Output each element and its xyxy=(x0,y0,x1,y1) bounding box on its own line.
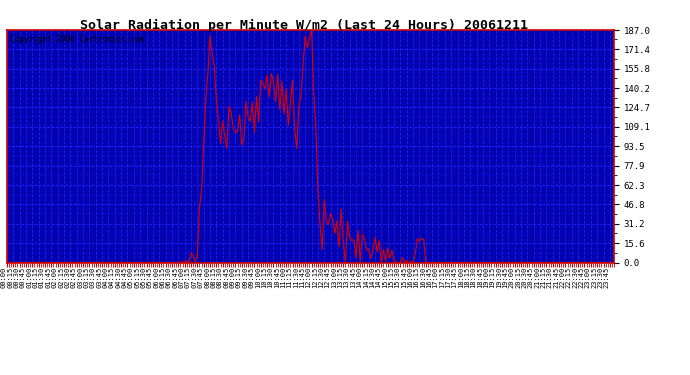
Text: 06:15: 06:15 xyxy=(159,266,166,288)
Text: 03:30: 03:30 xyxy=(90,266,96,288)
Text: 06:45: 06:45 xyxy=(172,266,178,288)
Text: 20:30: 20:30 xyxy=(522,266,527,288)
Text: 16:30: 16:30 xyxy=(420,266,426,288)
Text: 02:45: 02:45 xyxy=(70,266,77,288)
Text: 10:45: 10:45 xyxy=(274,266,280,288)
Text: 20:00: 20:00 xyxy=(509,266,515,288)
Text: 20:15: 20:15 xyxy=(515,266,521,288)
Text: 07:15: 07:15 xyxy=(185,266,191,288)
Text: 16:15: 16:15 xyxy=(413,266,420,288)
Text: 15:15: 15:15 xyxy=(388,266,394,288)
Text: 23:45: 23:45 xyxy=(604,266,610,288)
Text: 15:00: 15:00 xyxy=(382,266,388,288)
Text: 06:00: 06:00 xyxy=(153,266,159,288)
Text: 14:15: 14:15 xyxy=(363,266,368,288)
Text: 00:15: 00:15 xyxy=(8,266,13,288)
Text: 00:45: 00:45 xyxy=(20,266,26,288)
Text: 17:15: 17:15 xyxy=(439,266,445,288)
Text: 18:15: 18:15 xyxy=(464,266,470,288)
Text: 23:00: 23:00 xyxy=(585,266,591,288)
Text: 17:00: 17:00 xyxy=(433,266,439,288)
Text: 01:00: 01:00 xyxy=(26,266,32,288)
Text: 17:45: 17:45 xyxy=(451,266,457,288)
Text: 22:45: 22:45 xyxy=(578,266,584,288)
Text: 05:00: 05:00 xyxy=(128,266,134,288)
Text: 04:45: 04:45 xyxy=(121,266,128,288)
Text: 07:30: 07:30 xyxy=(191,266,197,288)
Text: 05:45: 05:45 xyxy=(147,266,153,288)
Text: Copyright 2006 Cartronics.com: Copyright 2006 Cartronics.com xyxy=(10,34,144,44)
Text: 17:30: 17:30 xyxy=(445,266,451,288)
Text: 08:45: 08:45 xyxy=(223,266,229,288)
Text: 19:30: 19:30 xyxy=(496,266,502,288)
Text: 01:45: 01:45 xyxy=(46,266,51,288)
Text: 04:15: 04:15 xyxy=(109,266,115,288)
Text: 08:15: 08:15 xyxy=(210,266,217,288)
Text: 14:30: 14:30 xyxy=(369,266,375,288)
Text: 21:15: 21:15 xyxy=(540,266,546,288)
Text: 12:45: 12:45 xyxy=(324,266,331,288)
Text: 15:45: 15:45 xyxy=(401,266,407,288)
Text: 06:30: 06:30 xyxy=(166,266,172,288)
Text: 00:00: 00:00 xyxy=(1,266,7,288)
Text: 12:30: 12:30 xyxy=(318,266,324,288)
Text: 04:00: 04:00 xyxy=(102,266,108,288)
Text: 03:15: 03:15 xyxy=(83,266,90,288)
Text: 21:45: 21:45 xyxy=(553,266,559,288)
Text: 15:30: 15:30 xyxy=(395,266,400,288)
Text: 16:45: 16:45 xyxy=(426,266,432,288)
Text: 14:00: 14:00 xyxy=(356,266,362,288)
Text: 05:30: 05:30 xyxy=(141,266,146,288)
Text: 09:15: 09:15 xyxy=(236,266,241,288)
Text: 18:45: 18:45 xyxy=(477,266,483,288)
Text: 02:00: 02:00 xyxy=(52,266,58,288)
Text: 02:15: 02:15 xyxy=(58,266,64,288)
Text: 18:00: 18:00 xyxy=(458,266,464,288)
Text: 19:45: 19:45 xyxy=(502,266,509,288)
Text: 03:00: 03:00 xyxy=(77,266,83,288)
Text: 02:30: 02:30 xyxy=(64,266,70,288)
Text: 13:15: 13:15 xyxy=(337,266,344,288)
Text: 18:30: 18:30 xyxy=(471,266,477,288)
Text: 09:30: 09:30 xyxy=(242,266,248,288)
Text: 08:00: 08:00 xyxy=(204,266,210,288)
Text: 01:15: 01:15 xyxy=(32,266,39,288)
Text: 09:45: 09:45 xyxy=(248,266,255,288)
Text: 07:00: 07:00 xyxy=(179,266,185,288)
Text: 09:00: 09:00 xyxy=(229,266,235,288)
Text: 11:00: 11:00 xyxy=(280,266,286,288)
Text: 12:15: 12:15 xyxy=(312,266,318,288)
Text: Solar Radiation per Minute W/m2 (Last 24 Hours) 20061211: Solar Radiation per Minute W/m2 (Last 24… xyxy=(79,19,528,32)
Text: 13:45: 13:45 xyxy=(350,266,356,288)
Text: 11:45: 11:45 xyxy=(299,266,305,288)
Text: 10:00: 10:00 xyxy=(255,266,261,288)
Text: 12:00: 12:00 xyxy=(306,266,312,288)
Text: 21:00: 21:00 xyxy=(534,266,540,288)
Text: 04:30: 04:30 xyxy=(115,266,121,288)
Text: 19:15: 19:15 xyxy=(490,266,495,288)
Text: 14:45: 14:45 xyxy=(375,266,382,288)
Text: 23:15: 23:15 xyxy=(591,266,597,288)
Text: 20:45: 20:45 xyxy=(528,266,533,288)
Text: 11:30: 11:30 xyxy=(293,266,299,288)
Text: 21:30: 21:30 xyxy=(546,266,553,288)
Text: 23:30: 23:30 xyxy=(598,266,604,288)
Text: 07:45: 07:45 xyxy=(197,266,204,288)
Text: 16:00: 16:00 xyxy=(407,266,413,288)
Text: 13:00: 13:00 xyxy=(331,266,337,288)
Text: 08:30: 08:30 xyxy=(217,266,223,288)
Text: 10:30: 10:30 xyxy=(268,266,273,288)
Text: 00:30: 00:30 xyxy=(14,266,19,288)
Text: 13:30: 13:30 xyxy=(344,266,350,288)
Text: 22:15: 22:15 xyxy=(566,266,572,288)
Text: 10:15: 10:15 xyxy=(261,266,267,288)
Text: 01:30: 01:30 xyxy=(39,266,45,288)
Text: 05:15: 05:15 xyxy=(134,266,140,288)
Text: 22:00: 22:00 xyxy=(560,266,565,288)
Text: 19:00: 19:00 xyxy=(483,266,489,288)
Text: 03:45: 03:45 xyxy=(96,266,102,288)
Text: 11:15: 11:15 xyxy=(286,266,293,288)
Text: 22:30: 22:30 xyxy=(572,266,578,288)
